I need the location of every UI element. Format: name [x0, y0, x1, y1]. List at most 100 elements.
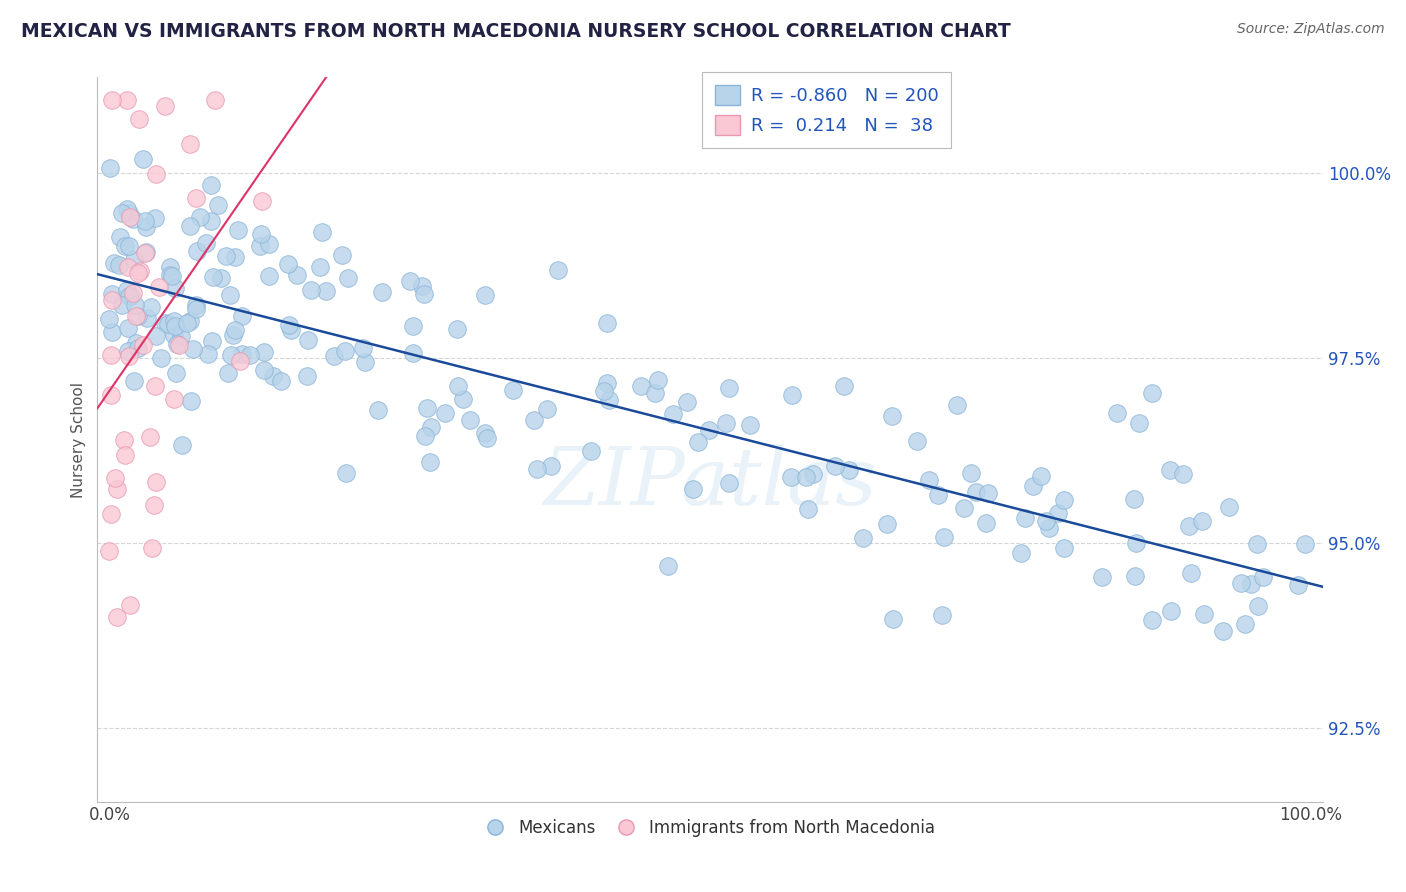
Point	[780, 470, 803, 484]
Point	[114, 448, 136, 462]
Point	[228, 353, 250, 368]
Point	[458, 413, 481, 427]
Point	[918, 473, 941, 487]
Point	[103, 256, 125, 270]
Point	[977, 486, 1000, 500]
Point	[224, 322, 246, 336]
Point	[333, 343, 356, 358]
Point	[1295, 537, 1317, 551]
Point	[186, 298, 208, 312]
Point	[253, 363, 276, 377]
Point	[1234, 617, 1257, 632]
Point	[453, 392, 475, 406]
Point	[159, 268, 181, 282]
Point	[172, 437, 194, 451]
Point	[931, 608, 953, 623]
Point	[132, 153, 155, 167]
Point	[105, 482, 128, 496]
Point	[135, 219, 157, 234]
Point	[197, 346, 219, 360]
Point	[222, 327, 245, 342]
Legend: Mexicans, Immigrants from North Macedonia: Mexicans, Immigrants from North Macedoni…	[478, 813, 942, 844]
Point	[1247, 599, 1270, 613]
Point	[204, 93, 226, 107]
Point	[135, 244, 157, 259]
Point	[413, 286, 436, 301]
Point	[117, 93, 139, 107]
Point	[1053, 492, 1076, 507]
Point	[1177, 518, 1199, 533]
Point	[402, 346, 425, 360]
Point	[122, 211, 145, 226]
Point	[160, 269, 183, 284]
Point	[1123, 569, 1146, 583]
Point	[953, 500, 976, 515]
Point	[122, 375, 145, 389]
Point	[159, 260, 181, 275]
Point	[536, 402, 558, 417]
Point	[167, 338, 190, 352]
Point	[1010, 546, 1032, 560]
Point	[1180, 566, 1202, 580]
Point	[200, 214, 222, 228]
Point	[657, 558, 679, 573]
Point	[1128, 416, 1150, 430]
Point	[108, 230, 131, 244]
Point	[101, 293, 124, 307]
Point	[134, 246, 156, 260]
Point	[433, 406, 456, 420]
Point	[1159, 463, 1181, 477]
Point	[100, 388, 122, 402]
Point	[797, 501, 820, 516]
Point	[125, 336, 148, 351]
Point	[523, 413, 546, 427]
Point	[104, 471, 127, 485]
Point	[1091, 570, 1114, 584]
Point	[249, 227, 271, 241]
Point	[186, 244, 208, 259]
Point	[675, 395, 697, 409]
Point	[134, 214, 156, 228]
Point	[231, 310, 253, 324]
Point	[179, 136, 201, 151]
Point	[838, 463, 860, 477]
Point	[367, 403, 389, 417]
Point	[1125, 535, 1147, 549]
Point	[876, 516, 898, 531]
Point	[337, 270, 360, 285]
Point	[686, 435, 709, 450]
Point	[280, 323, 302, 337]
Point	[352, 341, 374, 355]
Point	[1014, 511, 1036, 525]
Point	[592, 384, 614, 398]
Point	[165, 318, 187, 333]
Point	[111, 298, 134, 312]
Point	[117, 260, 139, 274]
Point	[419, 419, 441, 434]
Point	[100, 348, 122, 362]
Point	[370, 285, 392, 300]
Point	[108, 258, 131, 272]
Point	[647, 373, 669, 387]
Point	[120, 289, 142, 303]
Point	[127, 309, 149, 323]
Point	[253, 344, 276, 359]
Point	[447, 379, 470, 393]
Point	[801, 467, 824, 481]
Point	[1218, 500, 1240, 515]
Point	[1122, 492, 1144, 507]
Point	[278, 318, 301, 333]
Point	[905, 434, 928, 449]
Point	[402, 318, 425, 333]
Point	[714, 417, 737, 431]
Point	[141, 541, 163, 556]
Point	[184, 302, 207, 317]
Point	[136, 310, 159, 325]
Point	[117, 321, 139, 335]
Point	[662, 407, 685, 421]
Point	[215, 249, 238, 263]
Point	[231, 347, 253, 361]
Point	[297, 333, 319, 347]
Point	[170, 329, 193, 343]
Point	[398, 274, 420, 288]
